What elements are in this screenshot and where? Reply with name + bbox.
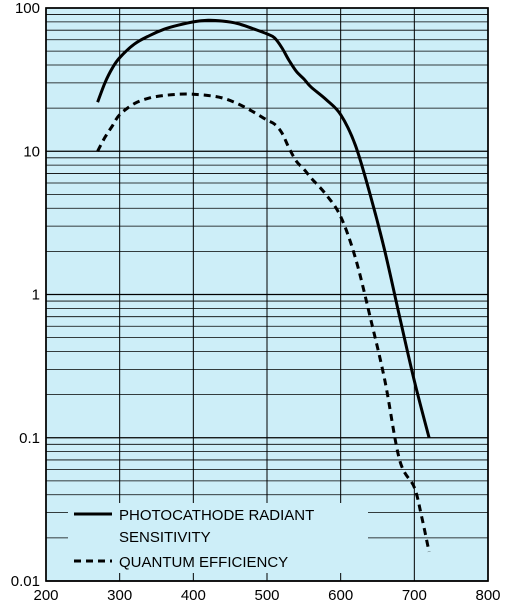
- y-tick-labels: 100 10 1 0.1 0.01: [11, 0, 40, 590]
- legend-label-quantum: QUANTUM EFFICIENCY: [119, 554, 288, 571]
- y-tick-label: 0.01: [11, 573, 40, 590]
- x-tick-label: 500: [254, 587, 279, 604]
- series-line-radiant-sensitivity: [96, 18, 431, 439]
- x-tick-label: 800: [475, 587, 500, 604]
- legend: PHOTOCATHODE RADIANT SENSITIVITY QUANTUM…: [68, 503, 368, 573]
- x-tick-label: 200: [33, 587, 58, 604]
- legend-label-radiant-line1: PHOTOCATHODE RADIANT: [119, 507, 314, 524]
- legend-background: [68, 503, 368, 573]
- plot-border: [45, 7, 489, 582]
- series-line-quantum-efficiency: [96, 92, 431, 553]
- y-tick-label: 100: [15, 0, 40, 17]
- x-tick-label: 300: [107, 587, 132, 604]
- legend-label-radiant-line2: SENSITIVITY: [119, 529, 211, 546]
- x-tick-label: 600: [328, 587, 353, 604]
- x-tick-label: 700: [402, 587, 427, 604]
- x-tick-label: 400: [181, 587, 206, 604]
- x-tick-labels: 200 300 400 500 600 700 800: [33, 587, 500, 604]
- y-tick-label: 1: [32, 287, 40, 304]
- y-tick-label: 10: [23, 143, 40, 160]
- series-lines: [96, 18, 431, 553]
- y-tick-label: 0.1: [19, 430, 40, 447]
